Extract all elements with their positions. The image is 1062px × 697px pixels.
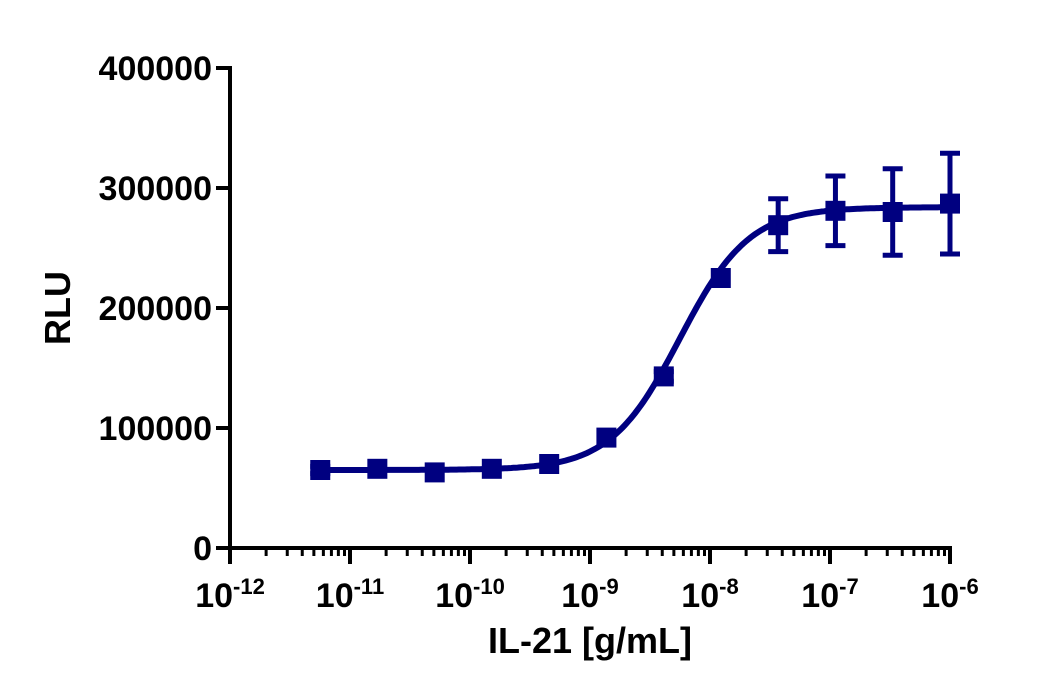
y-tick-label: 100000 xyxy=(99,410,212,448)
tick-labels: 0 100000 200000 300000 400000 10-12 10-11 10-10… xyxy=(99,50,979,615)
data-point xyxy=(825,200,846,221)
x-tick-label: 10-8 xyxy=(681,574,738,615)
data-point xyxy=(596,427,617,448)
data-point xyxy=(882,202,903,222)
data-point xyxy=(481,458,502,479)
y-axis-label: RLU xyxy=(37,271,78,345)
data-point xyxy=(768,215,789,236)
x-axis-label: IL-21 [g/mL] xyxy=(488,620,692,661)
x-tick-label: 10-10 xyxy=(435,574,505,615)
x-tick-label: 10-12 xyxy=(195,574,265,615)
y-tick-label: 0 xyxy=(193,530,212,568)
data-point xyxy=(940,193,960,214)
y-tick-label: 400000 xyxy=(99,50,212,88)
data-points xyxy=(310,150,960,483)
x-tick-label: 10-11 xyxy=(316,574,384,615)
data-point xyxy=(710,268,731,288)
data-point xyxy=(310,460,331,480)
data-point xyxy=(424,462,445,483)
x-tick-label: 10-7 xyxy=(801,574,858,615)
fit-curve xyxy=(320,204,950,473)
x-tick-label: 10-6 xyxy=(921,574,978,615)
axes xyxy=(216,66,952,564)
data-point xyxy=(539,454,560,474)
x-tick-label: 10-9 xyxy=(561,574,618,615)
y-tick-label: 300000 xyxy=(99,170,212,208)
y-tick-label: 200000 xyxy=(99,290,212,328)
data-point xyxy=(653,366,674,387)
fit-curve-group xyxy=(320,204,950,473)
data-point xyxy=(367,458,388,479)
